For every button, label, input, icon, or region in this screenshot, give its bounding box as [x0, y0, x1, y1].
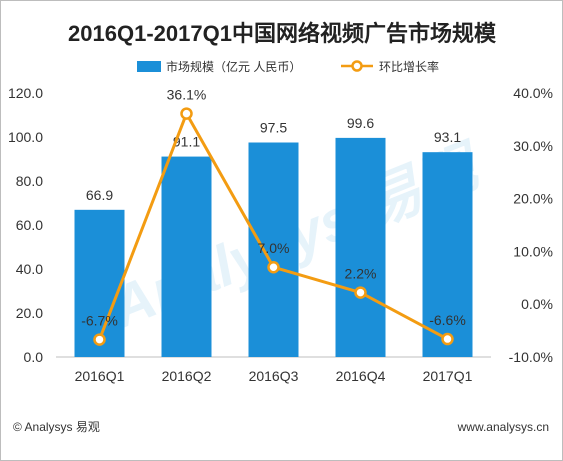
right-tick-label: -10.0% — [509, 349, 553, 365]
growth-point — [267, 260, 280, 274]
right-tick-label: 30.0% — [513, 138, 553, 154]
left-tick-label: 80.0 — [16, 173, 43, 189]
right-axis: -10.0% 0.0% 10.0% 20.0% 30.0% 40.0% — [509, 85, 553, 365]
left-tick-label: 20.0 — [16, 305, 43, 321]
left-tick-label: 120.0 — [8, 85, 43, 101]
growth-value-label: -6.6% — [429, 312, 466, 328]
bar — [422, 152, 473, 357]
left-tick-label: 60.0 — [16, 217, 43, 233]
legend-label-line: 环比增长率 — [379, 59, 439, 74]
left-axis: 0.0 20.0 40.0 60.0 80.0 100.0 120.0 — [8, 85, 43, 365]
growth-point — [93, 333, 106, 346]
growth-value-label: 2.2% — [345, 266, 377, 282]
right-tick-label: 40.0% — [513, 85, 553, 101]
bar-series: 66.9 91.1 97.5 99.6 93.1 — [74, 115, 473, 357]
left-tick-label: 100.0 — [8, 129, 43, 145]
right-tick-label: 10.0% — [513, 243, 553, 259]
left-tick-label: 40.0 — [16, 261, 43, 277]
footer-website: www.analysys.cn — [457, 420, 549, 434]
legend-swatch-marker — [351, 60, 363, 72]
bar-value-label: 93.1 — [434, 129, 461, 145]
growth-point — [441, 332, 454, 346]
legend-swatch-bar — [137, 61, 161, 72]
x-axis-labels: 2016Q1 2016Q2 2016Q3 2016Q4 2017Q1 — [75, 368, 473, 384]
bar — [248, 142, 299, 357]
bar-value-label: 97.5 — [260, 120, 287, 136]
x-tick-label: 2016Q2 — [162, 368, 212, 384]
bar-value-label: 66.9 — [86, 187, 113, 203]
growth-point — [180, 107, 193, 120]
x-tick-label: 2016Q4 — [336, 368, 386, 384]
bar — [335, 137, 386, 357]
left-tick-label: 0.0 — [24, 349, 44, 365]
growth-value-label: 36.1% — [167, 87, 207, 103]
x-tick-label: 2017Q1 — [423, 368, 473, 384]
footer-source: © Analysys 易观 — [13, 420, 100, 434]
bar — [161, 156, 212, 357]
x-tick-label: 2016Q1 — [75, 368, 125, 384]
chart-title: 2016Q1-2017Q1中国网络视频广告市场规模 — [68, 21, 497, 46]
legend-label-bar: 市场规模（亿元 人民币） — [166, 59, 301, 74]
bar-value-label: 91.1 — [173, 134, 200, 150]
bar-value-label: 99.6 — [347, 115, 374, 131]
line-series: -6.7% 36.1% 7.0% 2.2% -6.6% — [81, 87, 466, 346]
right-tick-label: 0.0% — [521, 296, 553, 312]
bar — [74, 209, 125, 357]
growth-value-label: -6.7% — [81, 313, 118, 329]
right-tick-label: 20.0% — [513, 191, 553, 207]
growth-point — [354, 286, 367, 299]
x-tick-label: 2016Q3 — [249, 368, 299, 384]
growth-value-label: 7.0% — [258, 240, 290, 256]
